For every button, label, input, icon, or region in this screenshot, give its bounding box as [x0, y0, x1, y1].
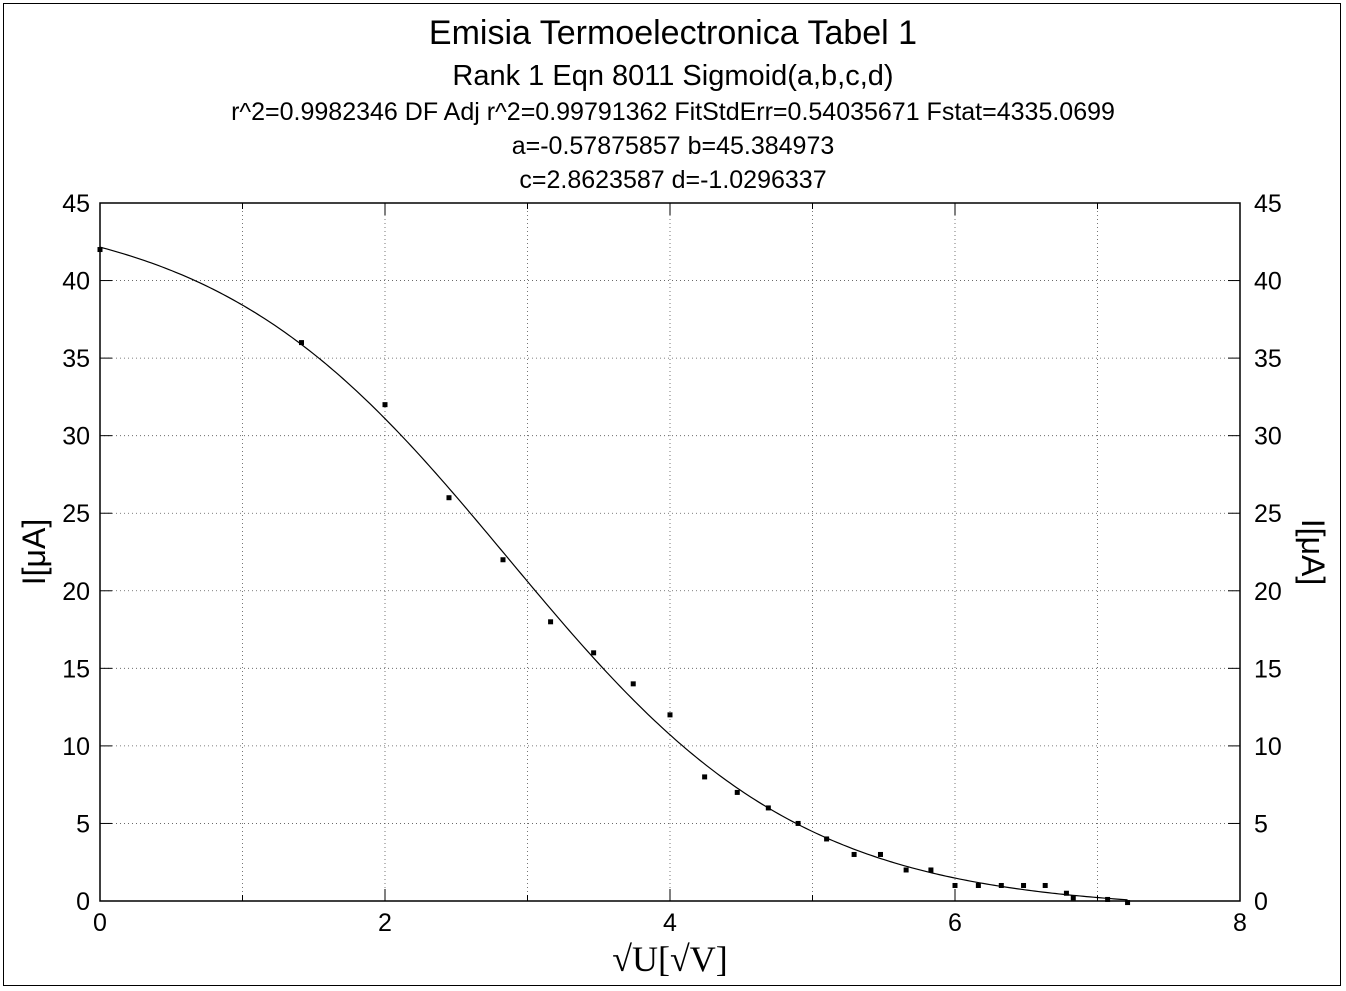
data-point	[298, 340, 304, 346]
data-point	[500, 557, 506, 563]
y-tick-label-left: 10	[62, 733, 90, 761]
data-point	[1105, 896, 1111, 902]
y-tick-label-left: 40	[62, 268, 90, 296]
y-tick-label-left: 25	[62, 500, 90, 528]
y-axis-label-right: I[μA]	[1295, 519, 1331, 585]
y-tick-label-right: 45	[1254, 190, 1282, 218]
data-point	[795, 820, 801, 826]
data-point	[382, 402, 388, 408]
data-point	[1021, 882, 1027, 888]
fit-parameters-ab: a=-0.57875857 b=45.384973	[511, 132, 835, 160]
fit-statistics: r^2=0.9982346 DF Adj r^2=0.99791362 FitS…	[231, 98, 1115, 126]
y-tick-label-right: 25	[1254, 500, 1282, 528]
grid	[100, 203, 1240, 901]
data-points	[97, 247, 1131, 906]
data-point	[446, 495, 452, 501]
data-point	[591, 650, 597, 656]
y-tick-label-right: 30	[1254, 423, 1282, 451]
data-point	[667, 712, 673, 718]
y-tick-label-left: 15	[62, 655, 90, 683]
x-axis-label: √U[√V]	[612, 939, 728, 979]
y-tick-label-right: 40	[1254, 268, 1282, 296]
data-point	[734, 789, 740, 795]
x-tick-label: 2	[378, 909, 392, 937]
chart-title: Emisia Termoelectronica Tabel 1	[428, 14, 918, 52]
data-point	[1125, 900, 1131, 906]
y-tick-label-right: 5	[1254, 810, 1268, 838]
data-point	[1042, 882, 1048, 888]
data-point	[952, 882, 958, 888]
data-point	[702, 774, 708, 780]
x-tick-label: 6	[948, 909, 962, 937]
y-tick-label-left: 35	[62, 345, 90, 373]
y-tick-label-left: 0	[76, 888, 90, 916]
y-tick-label-right: 0	[1254, 888, 1268, 916]
y-tick-label-left: 20	[62, 578, 90, 606]
y-tick-label-right: 35	[1254, 345, 1282, 373]
data-point	[630, 681, 636, 687]
y-tick-label-left: 5	[76, 810, 90, 838]
fit-parameters-cd: c=2.8623587 d=-1.0296337	[519, 166, 827, 194]
x-tick-label: 0	[93, 909, 107, 937]
x-tick-label: 4	[663, 909, 677, 937]
data-point	[548, 619, 554, 625]
y-tick-label-right: 10	[1254, 733, 1282, 761]
data-point	[928, 867, 934, 873]
y-tick-label-right: 15	[1254, 655, 1282, 683]
data-point	[824, 836, 830, 842]
chart-frame	[3, 3, 1341, 986]
data-point	[1070, 895, 1076, 901]
data-point	[998, 882, 1004, 888]
y-tick-label-left: 45	[62, 190, 90, 218]
data-point	[97, 247, 103, 253]
y-tick-label-right: 20	[1254, 578, 1282, 606]
fit-curve	[99, 246, 1128, 901]
y-tick-label-left: 30	[62, 423, 90, 451]
data-point	[903, 867, 909, 873]
data-point	[975, 882, 981, 888]
y-axis-label-left: I[μA]	[16, 519, 52, 585]
chart-subtitle: Rank 1 Eqn 8011 Sigmoid(a,b,c,d)	[452, 60, 894, 92]
data-point	[877, 851, 883, 857]
x-tick-label: 8	[1233, 909, 1247, 937]
data-point	[765, 805, 771, 811]
data-point	[851, 851, 857, 857]
data-point	[1063, 890, 1069, 896]
